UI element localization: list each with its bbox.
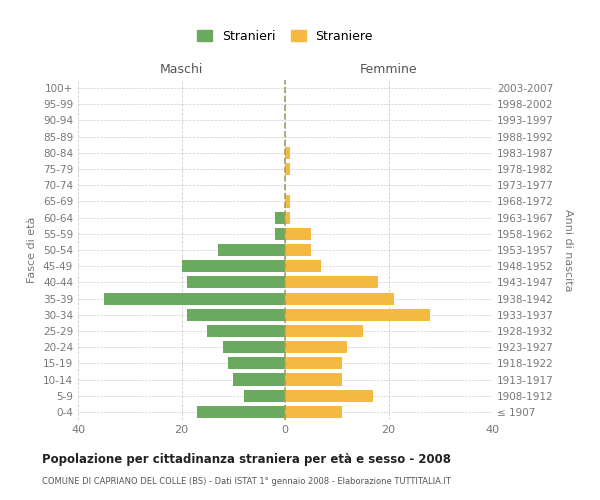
Bar: [187, 276, 285, 288]
Bar: [218, 244, 285, 256]
Bar: [285, 244, 311, 256]
Bar: [285, 260, 321, 272]
Bar: [275, 228, 285, 240]
Bar: [285, 196, 290, 207]
Bar: [285, 358, 342, 370]
Bar: [182, 260, 285, 272]
Bar: [275, 212, 285, 224]
Text: COMUNE DI CAPRIANO DEL COLLE (BS) - Dati ISTAT 1° gennaio 2008 - Elaborazione TU: COMUNE DI CAPRIANO DEL COLLE (BS) - Dati…: [42, 478, 451, 486]
Bar: [244, 390, 285, 402]
Bar: [285, 374, 342, 386]
Bar: [285, 325, 362, 337]
Bar: [187, 308, 285, 321]
Bar: [285, 308, 430, 321]
Bar: [228, 358, 285, 370]
Bar: [285, 147, 290, 159]
Bar: [197, 406, 285, 418]
Bar: [104, 292, 285, 304]
Legend: Stranieri, Straniere: Stranieri, Straniere: [192, 25, 378, 48]
Bar: [285, 276, 378, 288]
Bar: [285, 406, 342, 418]
Bar: [285, 228, 311, 240]
Bar: [223, 341, 285, 353]
Bar: [285, 212, 290, 224]
Bar: [208, 325, 285, 337]
Bar: [285, 390, 373, 402]
Bar: [233, 374, 285, 386]
Y-axis label: Fasce di età: Fasce di età: [28, 217, 37, 283]
Text: Femmine: Femmine: [359, 63, 418, 76]
Text: Popolazione per cittadinanza straniera per età e sesso - 2008: Popolazione per cittadinanza straniera p…: [42, 452, 451, 466]
Text: Maschi: Maschi: [160, 63, 203, 76]
Bar: [285, 292, 394, 304]
Bar: [285, 341, 347, 353]
Y-axis label: Anni di nascita: Anni di nascita: [563, 209, 573, 291]
Bar: [285, 163, 290, 175]
